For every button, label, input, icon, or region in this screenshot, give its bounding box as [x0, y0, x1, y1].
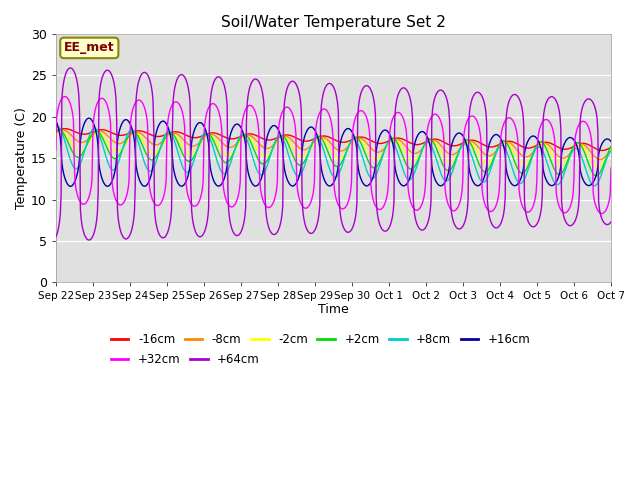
Title: Soil/Water Temperature Set 2: Soil/Water Temperature Set 2	[221, 15, 446, 30]
Legend: +32cm, +64cm: +32cm, +64cm	[106, 348, 264, 371]
X-axis label: Time: Time	[318, 303, 349, 316]
Y-axis label: Temperature (C): Temperature (C)	[15, 107, 28, 209]
Text: EE_met: EE_met	[64, 41, 115, 54]
